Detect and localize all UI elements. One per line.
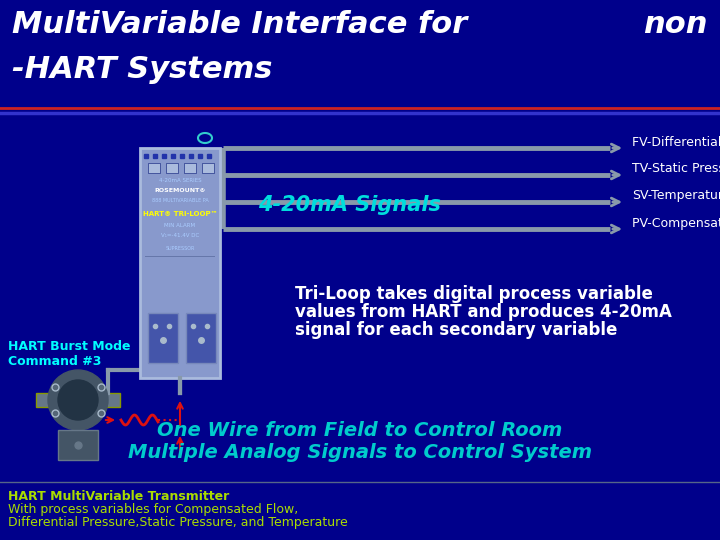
Bar	[145, 256, 215, 257]
Bar	[148, 313, 178, 363]
Text: MIN ALARM: MIN ALARM	[164, 223, 196, 228]
Text: V₁=-41.4V DC: V₁=-41.4V DC	[161, 233, 199, 238]
Text: SV-Temperature: SV-Temperature	[632, 190, 720, 202]
Text: 4-20mA SERIES: 4-20mA SERIES	[158, 178, 202, 183]
Text: Tri-Loop takes digital process variable: Tri-Loop takes digital process variable	[295, 285, 653, 303]
Circle shape	[48, 370, 108, 430]
Text: HART Burst Mode: HART Burst Mode	[8, 340, 130, 353]
Text: One Wire from Field to Control Room: One Wire from Field to Control Room	[157, 421, 563, 440]
Circle shape	[58, 380, 98, 420]
Bar	[36, 393, 120, 407]
Text: values from HART and produces 4-20mA: values from HART and produces 4-20mA	[295, 303, 672, 321]
Bar	[58, 430, 98, 460]
Bar	[166, 163, 178, 173]
Text: non: non	[644, 10, 708, 39]
Bar	[202, 163, 214, 173]
Text: -HART Systems: -HART Systems	[12, 55, 272, 84]
Text: HART® TRI-LOOP™: HART® TRI-LOOP™	[143, 211, 217, 217]
Text: Differential Pressure,Static Pressure, and Temperature: Differential Pressure,Static Pressure, a…	[8, 516, 348, 529]
Text: Command #3: Command #3	[8, 355, 102, 368]
Text: signal for each secondary variable: signal for each secondary variable	[295, 321, 617, 339]
FancyBboxPatch shape	[140, 148, 220, 378]
Text: SUPRESSOR: SUPRESSOR	[166, 246, 194, 251]
Text: FV-Differential Pressure: FV-Differential Pressure	[632, 136, 720, 148]
Text: 888 MULTIVARIABLE PA: 888 MULTIVARIABLE PA	[152, 198, 208, 203]
Text: HART MultiVariable Transmitter: HART MultiVariable Transmitter	[8, 490, 229, 503]
Bar	[184, 163, 196, 173]
Text: ROSEMOUNT®: ROSEMOUNT®	[154, 188, 206, 193]
Text: Multiple Analog Signals to Control System: Multiple Analog Signals to Control Syste…	[128, 442, 592, 462]
Bar	[148, 163, 160, 173]
Text: PV-Compensated Flow: PV-Compensated Flow	[632, 217, 720, 230]
Text: With process variables for Compensated Flow,: With process variables for Compensated F…	[8, 503, 298, 516]
Bar	[186, 313, 216, 363]
Text: TV-Static Pressure: TV-Static Pressure	[632, 163, 720, 176]
Text: 4-20mA Signals: 4-20mA Signals	[258, 195, 441, 215]
Text: MultiVariable Interface for: MultiVariable Interface for	[12, 10, 467, 39]
